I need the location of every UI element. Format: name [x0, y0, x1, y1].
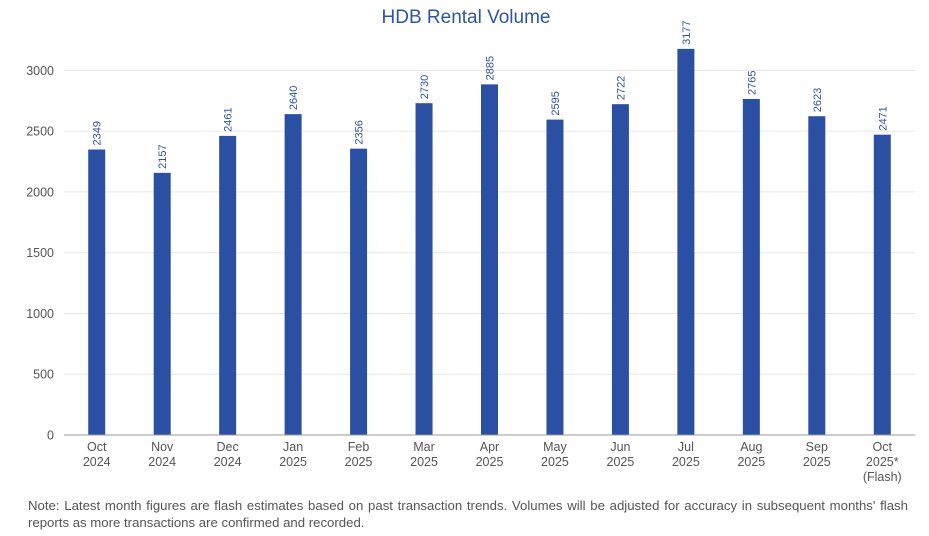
x-tick-label: Apr 2025	[476, 440, 504, 469]
data-label: 2623	[812, 88, 824, 112]
x-tick-label: Mar 2025	[410, 440, 438, 469]
data-label: 2157	[157, 144, 169, 168]
x-tick-label: Dec 2024	[214, 440, 242, 469]
bar	[284, 114, 302, 435]
y-tick-label: 3000	[26, 64, 54, 78]
data-label: 3177	[681, 20, 693, 44]
bar	[873, 134, 891, 435]
x-tick-label: Oct 2024	[83, 440, 111, 469]
bar-chart: HDB Rental Volume 0 500 1000 1500 2000 2500 30…	[26, 7, 915, 484]
chart-title: HDB Rental Volume	[382, 7, 551, 28]
bar	[153, 172, 171, 435]
footnote: Note: Latest month figures are flash est…	[28, 498, 908, 530]
y-tick-label: 500	[33, 368, 54, 382]
data-label: 2765	[746, 70, 758, 94]
data-label: 2356	[354, 120, 366, 144]
bar	[742, 98, 760, 435]
data-label: 2471	[877, 106, 889, 130]
bar	[415, 103, 433, 435]
data-label: 2595	[550, 91, 562, 115]
x-axis-ticks: Oct 2024 Nov 2024 Dec 2024 Jan 2025 Feb 2025 Mar 20…	[83, 440, 902, 484]
y-tick-label: 0	[47, 429, 54, 443]
bar	[481, 84, 498, 435]
x-tick-label: Sep 2025	[803, 440, 831, 469]
x-tick-label: Oct 2025* (Flash)	[863, 440, 902, 484]
bars	[88, 48, 891, 436]
data-label: 2349	[92, 121, 104, 145]
x-tick-label: Jun 2025	[607, 440, 635, 469]
bar	[677, 48, 695, 435]
bar	[808, 116, 826, 435]
data-label: 2730	[419, 75, 431, 99]
data-label: 2640	[288, 86, 300, 110]
y-tick-label: 1500	[26, 246, 54, 260]
y-tick-label: 1000	[26, 307, 54, 321]
x-tick-label: Jan 2025	[279, 440, 307, 469]
x-tick-label: Aug 2025	[737, 440, 765, 469]
y-tick-label: 2500	[26, 125, 54, 139]
x-tick-label: May 2025	[541, 440, 569, 469]
bar	[219, 135, 237, 435]
y-axis-ticks: 0 500 1000 1500 2000 2500 3000	[26, 64, 54, 443]
x-tick-label: Nov 2024	[148, 440, 176, 469]
x-tick-label: Feb 2025	[345, 440, 373, 469]
bar	[88, 149, 106, 435]
bar	[546, 119, 564, 435]
x-tick-label: Jul 2025	[672, 440, 700, 469]
data-label: 2722	[615, 76, 627, 100]
data-label: 2461	[223, 107, 235, 131]
data-label: 2885	[485, 56, 497, 80]
y-tick-label: 2000	[26, 185, 54, 199]
data-labels: 2349 2157 2461 2640 2356 2730 2885 2595 2722 3177…	[92, 20, 890, 168]
bar	[350, 148, 368, 435]
bar	[611, 104, 629, 436]
